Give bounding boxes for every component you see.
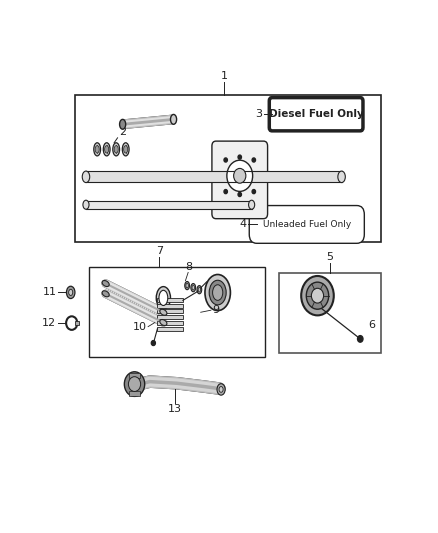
FancyArrow shape [86,200,251,209]
Ellipse shape [160,319,167,326]
Bar [75,321,78,325]
Ellipse shape [103,143,110,156]
Ellipse shape [159,290,168,305]
Ellipse shape [170,115,177,124]
Ellipse shape [249,200,254,209]
Circle shape [224,190,227,193]
Bar [157,304,183,308]
Ellipse shape [102,280,109,287]
Ellipse shape [219,386,223,392]
Bar [129,391,140,395]
Ellipse shape [102,291,109,297]
FancyBboxPatch shape [269,98,363,131]
Text: 9: 9 [212,305,220,315]
Ellipse shape [198,287,201,292]
Ellipse shape [114,146,118,153]
FancyArrow shape [86,172,342,182]
Text: 1: 1 [221,71,228,81]
Ellipse shape [95,146,99,153]
Ellipse shape [191,284,196,292]
Bar [129,373,140,377]
FancyBboxPatch shape [212,141,268,219]
Text: 10: 10 [132,321,146,332]
Ellipse shape [156,287,170,309]
Ellipse shape [160,309,167,315]
Text: 2: 2 [119,127,127,137]
Ellipse shape [124,146,128,153]
FancyBboxPatch shape [249,206,364,243]
Circle shape [311,288,324,303]
Circle shape [306,282,328,309]
Text: 8: 8 [185,262,192,272]
Ellipse shape [67,286,75,298]
Ellipse shape [338,171,345,183]
Ellipse shape [105,146,109,153]
Ellipse shape [69,289,73,295]
Text: 12: 12 [42,318,57,328]
Ellipse shape [120,119,126,129]
Ellipse shape [185,281,190,289]
Ellipse shape [192,285,194,290]
Circle shape [252,158,255,162]
Ellipse shape [113,143,120,156]
Ellipse shape [83,200,89,209]
Circle shape [151,341,155,345]
Text: 5: 5 [326,252,333,262]
Text: 4: 4 [240,220,247,229]
Circle shape [224,158,227,162]
Ellipse shape [209,280,226,305]
Circle shape [128,377,141,391]
Ellipse shape [122,143,129,156]
Circle shape [233,168,246,183]
Ellipse shape [94,143,101,156]
Bar [157,315,183,319]
Circle shape [238,192,241,197]
Bar [157,321,183,325]
Circle shape [357,336,363,342]
Bar [157,309,183,313]
Ellipse shape [186,284,188,288]
Ellipse shape [205,274,230,311]
Text: 7: 7 [156,246,163,256]
Bar [88,267,265,358]
Ellipse shape [212,285,223,301]
Text: 6: 6 [368,320,375,330]
Text: 11: 11 [42,287,57,297]
Circle shape [227,160,253,191]
Ellipse shape [82,171,90,183]
Ellipse shape [217,384,225,395]
Bar [157,298,183,302]
Circle shape [301,276,334,316]
Circle shape [238,155,241,159]
Text: Unleaded Fuel Only: Unleaded Fuel Only [263,220,351,229]
Bar [75,95,381,243]
Text: 13: 13 [168,404,182,414]
Bar [157,327,183,330]
Text: Diesel Fuel Only: Diesel Fuel Only [269,109,364,119]
Bar [279,273,381,353]
Ellipse shape [197,286,202,294]
Text: 3: 3 [255,109,262,119]
Circle shape [252,190,255,193]
Circle shape [124,372,145,397]
